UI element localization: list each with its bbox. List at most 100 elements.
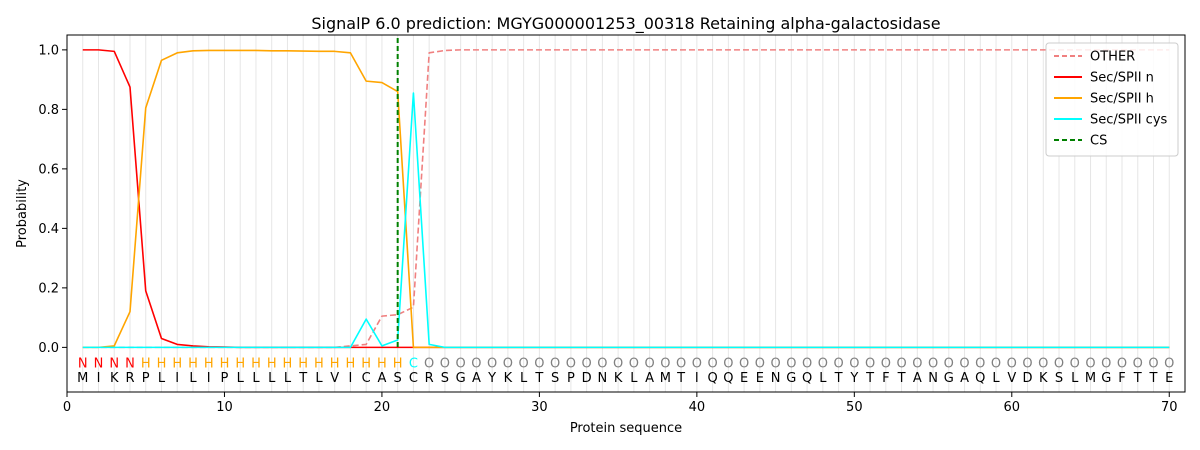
region-label: O [582,356,592,371]
residue-label: A [960,371,969,386]
x-tick-label: 0 [63,400,71,415]
region-label: N [78,356,88,371]
region-label: H [393,356,403,371]
legend-label: Sec/SPII h [1090,92,1154,107]
residue-label: G [1101,371,1111,386]
region-label: H [157,356,167,371]
residue-label: S [394,371,402,386]
region-label: O [629,356,639,371]
region-label: C [409,356,418,371]
residue-label: C [409,371,418,386]
region-label: H [220,356,230,371]
residue-label: I [349,371,353,386]
legend-label: Sec/SPII cys [1090,113,1168,128]
residue-label: I [97,371,101,386]
region-label: O [471,356,481,371]
residue-label: L [237,371,245,386]
residue-label: Q [975,371,985,386]
x-tick-label: 10 [216,400,233,415]
region-label: O [487,356,497,371]
residue-label: K [614,371,623,386]
region-label: O [597,356,607,371]
residue-label: G [944,371,954,386]
residue-label: K [504,371,513,386]
residue-label: P [221,371,229,386]
series-line-sec-spii-cys [82,92,1170,349]
residue-label: Q [707,371,717,386]
residue-label: M [660,371,671,386]
region-label: O [456,356,466,371]
residue-label: L [992,371,1000,386]
residue-label: I [695,371,699,386]
residue-label: T [834,371,843,386]
residue-label: R [125,371,134,386]
region-label: O [1054,356,1064,371]
region-label: O [676,356,686,371]
legend-label: Sec/SPII n [1090,71,1154,86]
x-tick-label: 50 [846,400,863,415]
residue-label: A [377,371,386,386]
region-label: O [1085,356,1095,371]
residue-label: M [1085,371,1096,386]
region-label: O [440,356,450,371]
residue-label: P [567,371,575,386]
residue-label: T [865,371,874,386]
region-label: O [944,356,954,371]
residue-label: S [1055,371,1063,386]
y-tick-label: 0.6 [38,162,59,177]
region-label: O [849,356,859,371]
region-label: H [188,356,198,371]
region-label: O [818,356,828,371]
y-tick-label: 0.0 [38,341,59,356]
y-tick-label: 1.0 [38,43,59,58]
region-label: O [739,356,749,371]
residue-label: L [189,371,197,386]
x-tick-label: 30 [531,400,548,415]
region-label: N [109,356,119,371]
residue-label: I [175,371,179,386]
residue-label: E [740,371,748,386]
region-label: H [298,356,308,371]
residue-label: F [1118,371,1125,386]
residue-label: S [441,371,449,386]
region-label: O [1101,356,1111,371]
region-label: O [534,356,544,371]
region-label: O [865,356,875,371]
region-label: O [1022,356,1032,371]
residue-label: N [928,371,938,386]
region-label: O [660,356,670,371]
region-label: O [928,356,938,371]
region-label: O [1038,356,1048,371]
legend-box [1045,42,1179,157]
region-label: O [1007,356,1017,371]
region-label: O [786,356,796,371]
region-label: O [896,356,906,371]
x-tick-label: 20 [374,400,391,415]
residue-label: N [598,371,608,386]
residue-label: P [142,371,150,386]
region-label: O [723,356,733,371]
region-label: H [235,356,245,371]
residue-label: Y [487,371,496,386]
region-label: O [566,356,576,371]
region-label: H [204,356,214,371]
residue-label: I [207,371,211,386]
residue-label: L [268,371,276,386]
region-label: O [770,356,780,371]
region-label: O [802,356,812,371]
residue-label: R [425,371,434,386]
residue-label: L [1071,371,1079,386]
region-label: O [645,356,655,371]
region-label: H [172,356,182,371]
region-label: H [251,356,261,371]
residue-label: L [158,371,166,386]
residue-label: V [1007,371,1016,386]
region-label: O [755,356,765,371]
region-label: H [361,356,371,371]
residue-label: D [582,371,592,386]
residue-label: N [771,371,781,386]
residue-label: L [284,371,292,386]
residue-label: F [882,371,889,386]
